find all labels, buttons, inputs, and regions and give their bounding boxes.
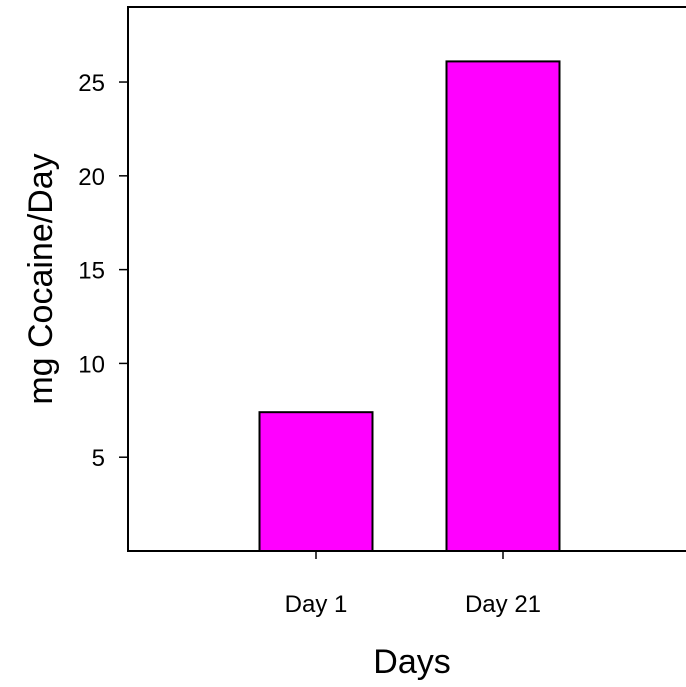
- x-tick-label: Day 1: [285, 591, 348, 618]
- bar-day-21: [445, 60, 561, 553]
- y-tick-label: 10: [78, 351, 105, 378]
- x-ticks: Day 1 Day 21: [285, 551, 541, 618]
- y-axis-title: mg Cocaine/Day: [22, 153, 60, 404]
- bars-layer: [258, 60, 561, 553]
- bar-day-1: [258, 411, 374, 553]
- axes-layer: [127, 6, 686, 552]
- y-ticks: 5 10 15 20 25: [78, 70, 128, 472]
- y-tick-label: 5: [92, 445, 105, 472]
- y-tick-label: 25: [78, 70, 105, 97]
- y-tick-label: 15: [78, 258, 105, 285]
- y-tick-label: 20: [78, 164, 105, 191]
- x-tick-label: Day 21: [465, 591, 541, 618]
- x-axis-title: Days: [373, 643, 450, 681]
